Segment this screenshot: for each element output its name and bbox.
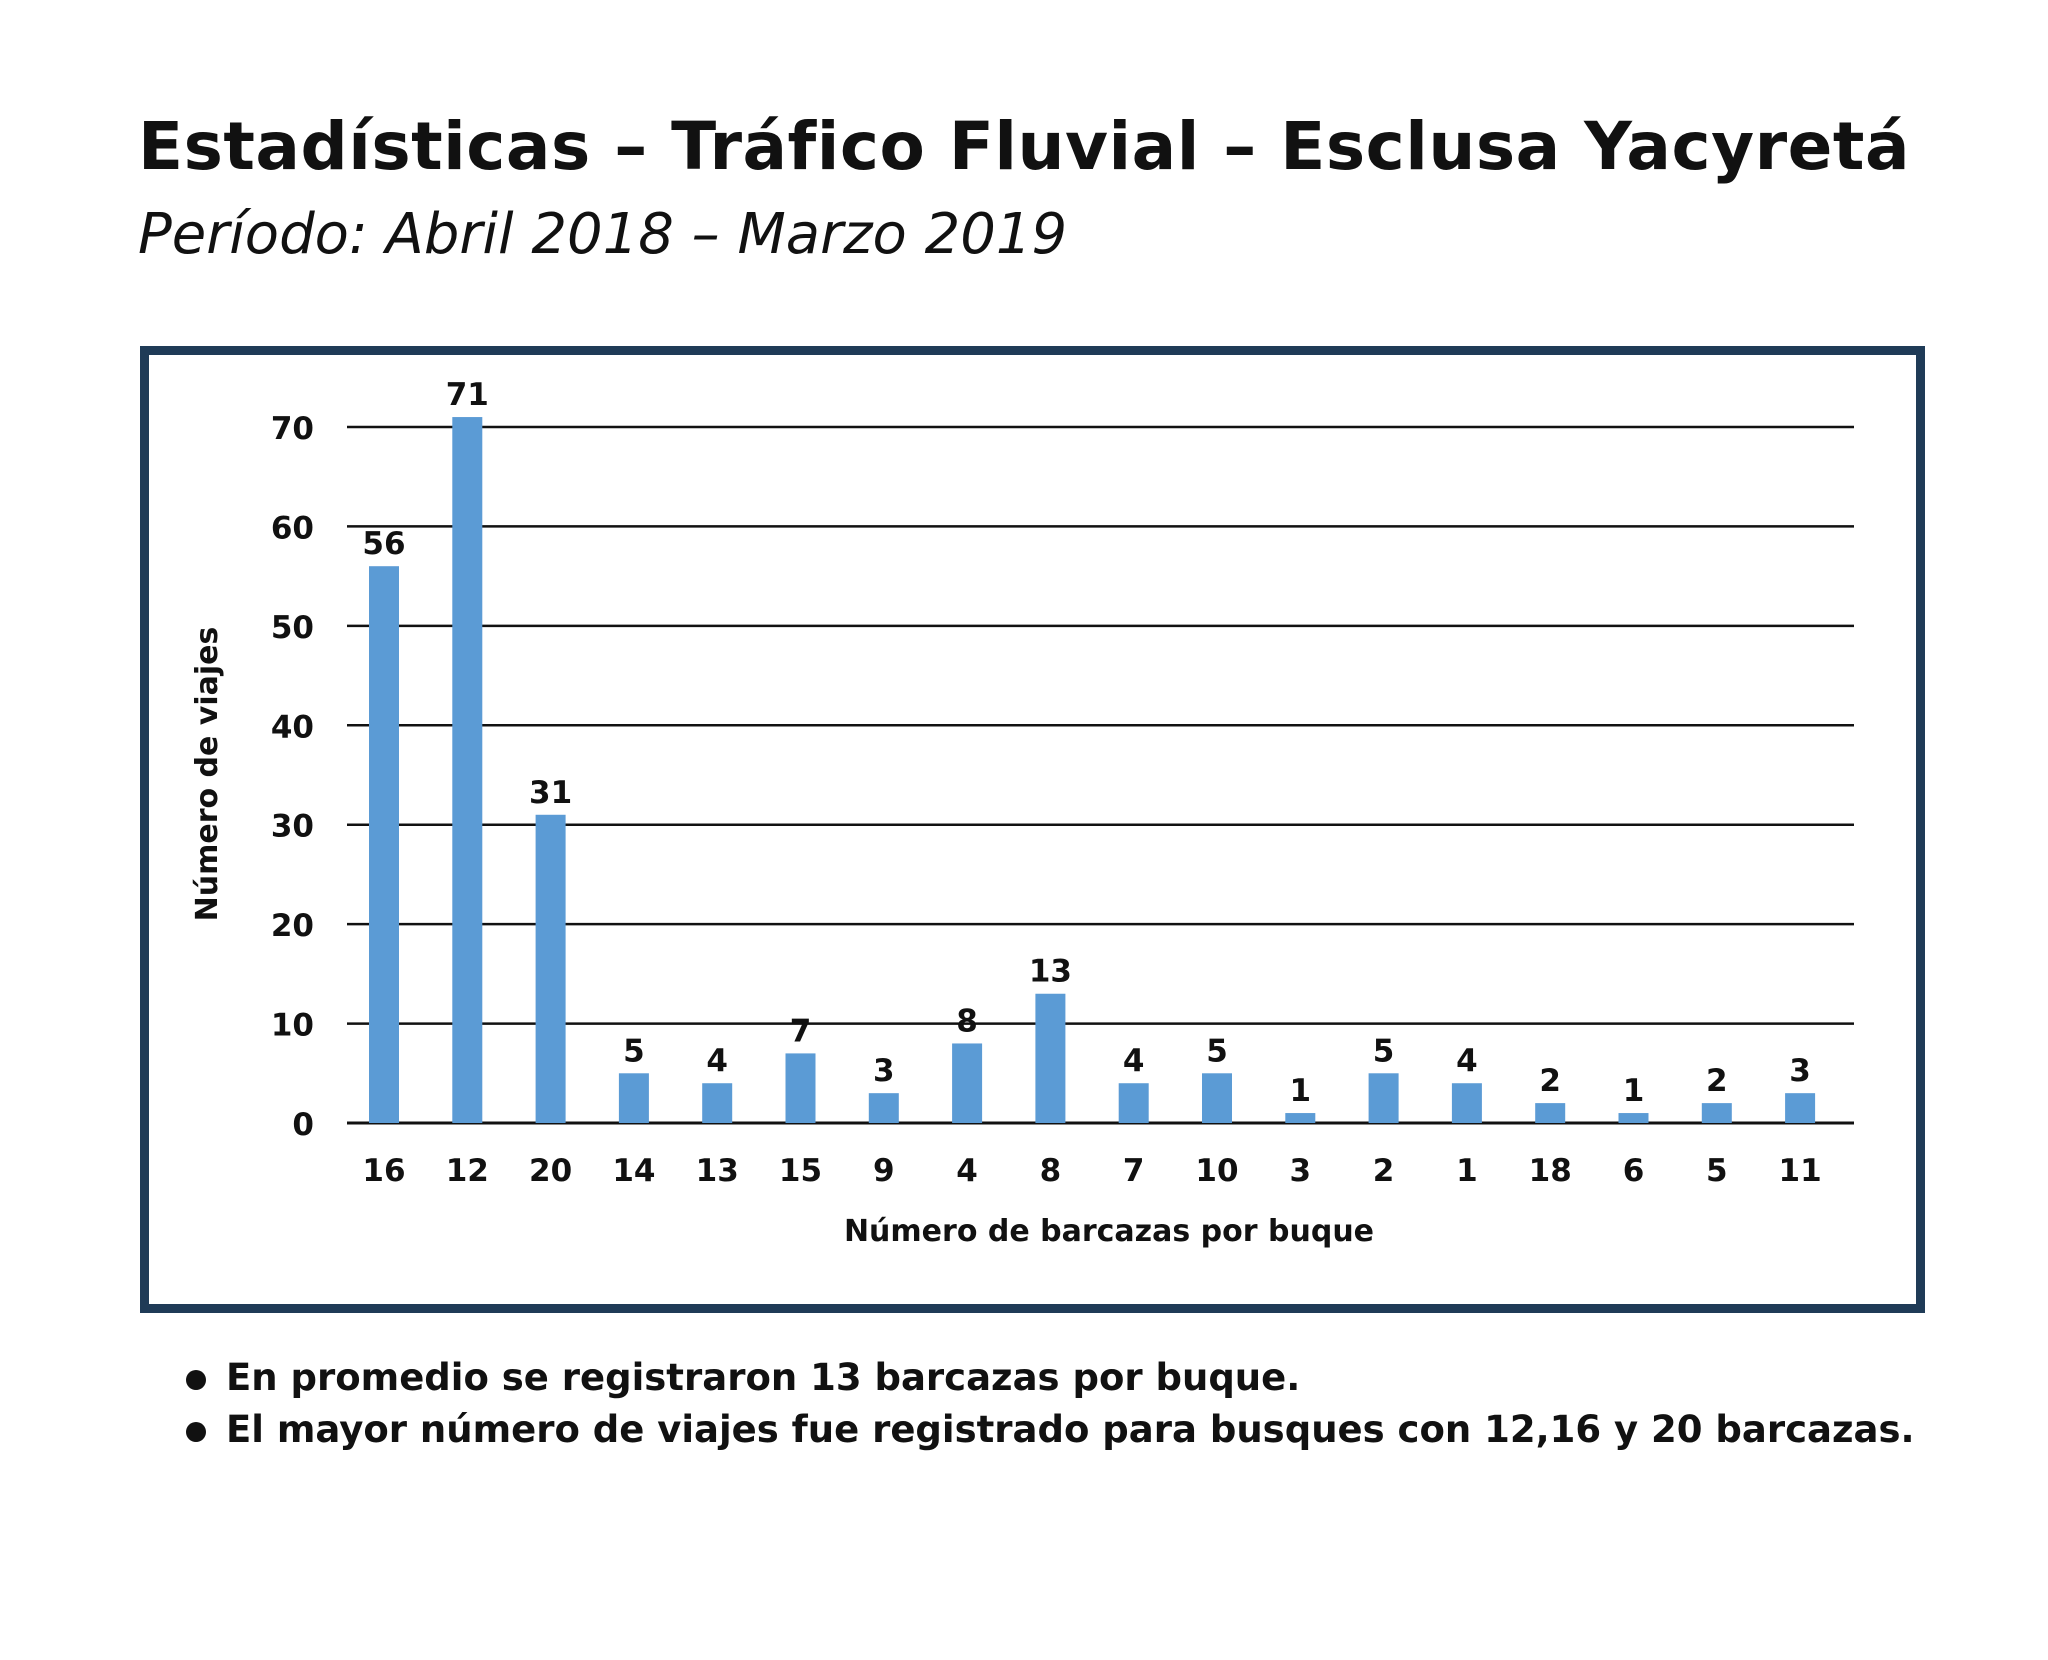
- bar: [1368, 1073, 1399, 1123]
- x-tick-label: 15: [779, 1153, 822, 1189]
- x-tick-label: 9: [873, 1153, 895, 1189]
- y-tick-label: 10: [271, 1008, 314, 1044]
- data-label: 56: [362, 526, 405, 562]
- note-item: En promedio se registraron 13 barcazas p…: [186, 1352, 1915, 1404]
- x-tick-label: 14: [612, 1153, 655, 1189]
- data-label: 2: [1539, 1063, 1561, 1099]
- bullet-icon: [186, 1370, 206, 1390]
- x-tick-label: 18: [1529, 1153, 1572, 1189]
- bar: [1285, 1113, 1316, 1123]
- x-tick-label: 11: [1779, 1153, 1822, 1189]
- x-tick-label: 2: [1373, 1153, 1395, 1189]
- bar: [1035, 993, 1066, 1123]
- x-axis-label: Número de barcazas por buque: [844, 1214, 1374, 1249]
- x-tick-label: 3: [1290, 1153, 1312, 1189]
- x-tick-label: 12: [446, 1153, 489, 1189]
- x-tick-label: 6: [1623, 1153, 1645, 1189]
- bar: [1202, 1073, 1232, 1123]
- data-label: 3: [873, 1053, 895, 1089]
- bar: [452, 417, 483, 1123]
- data-label: 5: [1206, 1033, 1228, 1069]
- bullet-icon: [186, 1422, 206, 1442]
- bar: [702, 1083, 733, 1123]
- note-item: El mayor número de viajes fue registrado…: [186, 1404, 1915, 1456]
- chart-frame: 0 10 20 30 40 50 60 70 Número de viajes 56 16 71 12 3…: [140, 346, 1925, 1313]
- chart-subtitle: Período: Abril 2018 – Marzo 2019: [138, 202, 1068, 267]
- x-tick-label: 10: [1195, 1153, 1238, 1189]
- y-axis-label: Número de viajes: [190, 627, 225, 922]
- x-tick-label: 13: [696, 1153, 739, 1189]
- data-label: 8: [956, 1003, 978, 1039]
- bar: [369, 566, 399, 1123]
- data-label: 3: [1789, 1053, 1811, 1089]
- x-tick-label: 4: [956, 1153, 978, 1189]
- data-label: 1: [1623, 1073, 1645, 1109]
- bar: [535, 814, 566, 1123]
- x-tick-label: 5: [1706, 1153, 1728, 1189]
- bar: [785, 1053, 816, 1123]
- chart-title: Estadísticas – Tráfico Fluvial – Esclusa…: [138, 108, 1910, 185]
- bar: [1785, 1093, 1816, 1123]
- bar: [1535, 1103, 1566, 1123]
- data-label: 5: [1373, 1033, 1395, 1069]
- y-tick-label: 0: [292, 1107, 314, 1143]
- note-text: En promedio se registraron 13 barcazas p…: [226, 1356, 1301, 1399]
- x-tick-label: 1: [1456, 1153, 1478, 1189]
- bar: [1451, 1083, 1482, 1123]
- y-tick-label: 40: [271, 709, 314, 745]
- x-tick-label: 7: [1123, 1153, 1145, 1189]
- bar: [618, 1073, 649, 1123]
- data-label: 4: [1456, 1043, 1478, 1079]
- data-label: 1: [1290, 1073, 1312, 1109]
- bar: [1118, 1083, 1149, 1123]
- bar: [1701, 1103, 1732, 1123]
- y-tick-label: 30: [271, 809, 314, 845]
- y-tick-label: 50: [271, 610, 314, 646]
- bar: [1618, 1113, 1649, 1123]
- bar: [868, 1093, 899, 1123]
- x-tick-label: 16: [362, 1153, 405, 1189]
- data-label: 5: [623, 1033, 645, 1069]
- y-tick-label: 20: [271, 908, 314, 944]
- data-label: 7: [790, 1013, 812, 1049]
- y-tick-label: 70: [271, 411, 314, 447]
- data-label: 2: [1706, 1063, 1728, 1099]
- y-tick-label: 60: [271, 510, 314, 546]
- data-label: 71: [446, 377, 489, 413]
- data-label: 31: [529, 775, 572, 811]
- x-tick-label: 8: [1040, 1153, 1062, 1189]
- note-text: El mayor número de viajes fue registrado…: [226, 1408, 1915, 1451]
- x-tick-label: 20: [529, 1153, 572, 1189]
- data-label: 4: [706, 1043, 728, 1079]
- data-label: 13: [1029, 954, 1072, 990]
- bar: [952, 1043, 983, 1123]
- data-label: 4: [1123, 1043, 1145, 1079]
- notes-list: En promedio se registraron 13 barcazas p…: [186, 1352, 1915, 1456]
